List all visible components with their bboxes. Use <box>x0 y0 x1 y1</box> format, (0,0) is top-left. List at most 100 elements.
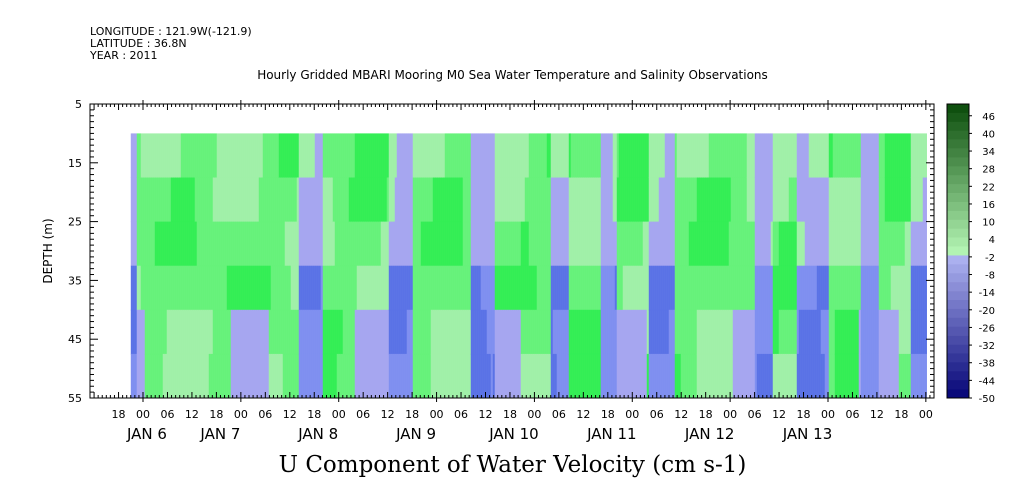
heatmap-cell <box>168 353 171 399</box>
heatmap-cell <box>636 309 639 355</box>
heatmap-cell <box>622 133 625 178</box>
heatmap-cell <box>192 133 195 178</box>
heatmap-cell <box>760 221 763 267</box>
heatmap-cell <box>468 177 471 223</box>
heatmap-cell <box>380 221 383 267</box>
heatmap-cell <box>236 309 239 355</box>
heatmap-cell <box>586 353 589 399</box>
heatmap-cell <box>458 309 461 355</box>
heatmap-cell <box>916 353 919 399</box>
heatmap-cell <box>608 221 611 267</box>
heatmap-cell <box>900 265 903 311</box>
heatmap-cell <box>344 133 347 178</box>
heatmap-cell <box>192 221 195 267</box>
heatmap-cell <box>482 177 485 223</box>
heatmap-cell <box>764 309 767 355</box>
heatmap-cell <box>742 353 745 399</box>
heatmap-cell <box>164 177 167 223</box>
heatmap-cell <box>836 177 839 223</box>
x-tick-label: 18 <box>797 408 811 421</box>
x-tick-label: 00 <box>136 408 150 421</box>
heatmap-cell <box>396 265 399 311</box>
heatmap-cell <box>612 221 615 267</box>
heatmap-cell <box>620 309 623 355</box>
heatmap-cell <box>518 221 521 267</box>
heatmap-cell <box>324 221 327 267</box>
heatmap-cell <box>782 309 785 355</box>
heatmap-cell <box>924 353 927 399</box>
heatmap-cell <box>552 265 555 311</box>
heatmap-cell <box>920 177 923 223</box>
heatmap-cell <box>150 177 153 223</box>
heatmap-cell <box>752 353 755 399</box>
heatmap-cell <box>908 177 911 223</box>
heatmap-cell <box>488 177 491 223</box>
heatmap-cell <box>308 309 311 355</box>
heatmap-cell <box>918 309 921 355</box>
heatmap-cell <box>318 221 321 267</box>
heatmap-cell <box>740 177 743 223</box>
heatmap-cell <box>880 221 883 267</box>
heatmap-cell <box>540 221 543 267</box>
heatmap-cell <box>894 221 897 267</box>
heatmap-cell <box>528 265 531 311</box>
heatmap-cell <box>776 177 779 223</box>
heatmap-cell <box>492 309 495 355</box>
heatmap-cell <box>598 265 601 311</box>
heatmap-cell <box>316 221 319 267</box>
heatmap-cell <box>816 265 819 311</box>
heatmap-cell <box>204 309 207 355</box>
heatmap-cell <box>728 177 731 223</box>
heatmap-cell <box>138 309 141 355</box>
heatmap-cell <box>528 309 531 355</box>
heatmap-cell <box>316 177 319 223</box>
heatmap-cell <box>378 133 381 178</box>
heatmap-cell <box>482 353 485 399</box>
heatmap-cell <box>280 221 283 267</box>
heatmap-cell <box>920 133 923 178</box>
heatmap-cell <box>130 133 133 178</box>
heatmap-cell <box>866 265 869 311</box>
heatmap-cell <box>568 133 571 178</box>
heatmap-cell <box>906 309 909 355</box>
heatmap-cell <box>232 133 235 178</box>
heatmap-cell <box>258 221 261 267</box>
heatmap-cell <box>684 221 687 267</box>
heatmap-cell <box>416 309 419 355</box>
heatmap-cell <box>496 177 499 223</box>
heatmap-cell <box>162 177 165 223</box>
heatmap-cell <box>858 133 861 178</box>
heatmap-cell <box>730 133 733 178</box>
heatmap-cell <box>586 177 589 223</box>
heatmap-cell <box>712 353 715 399</box>
heatmap-cell <box>198 221 201 267</box>
heatmap-cell <box>424 221 427 267</box>
heatmap-cell <box>706 353 709 399</box>
heatmap-cell <box>766 309 769 355</box>
colorbar-swatch <box>947 380 969 390</box>
heatmap-cell <box>568 309 571 355</box>
heatmap-cell <box>636 353 639 399</box>
heatmap-cell <box>766 353 769 399</box>
heatmap-cell <box>160 309 163 355</box>
heatmap-cell <box>480 265 483 311</box>
heatmap-cell <box>798 353 801 399</box>
heatmap-cell <box>902 177 905 223</box>
heatmap-cell <box>266 177 269 223</box>
heatmap-cell <box>402 177 405 223</box>
heatmap-cell <box>412 309 415 355</box>
heatmap-cell <box>612 353 615 399</box>
heatmap-cell <box>328 177 331 223</box>
heatmap-cell <box>586 265 589 311</box>
heatmap-cell <box>900 177 903 223</box>
heatmap-cell <box>148 309 151 355</box>
heatmap-cell <box>262 177 265 223</box>
heatmap-cell <box>676 221 679 267</box>
heatmap-cell <box>506 265 509 311</box>
heatmap-cell <box>572 265 575 311</box>
heatmap-cell <box>434 353 437 399</box>
heatmap-cell <box>262 265 265 311</box>
heatmap-cell <box>840 177 843 223</box>
heatmap-cell <box>754 177 757 223</box>
heatmap-cell <box>752 309 755 355</box>
